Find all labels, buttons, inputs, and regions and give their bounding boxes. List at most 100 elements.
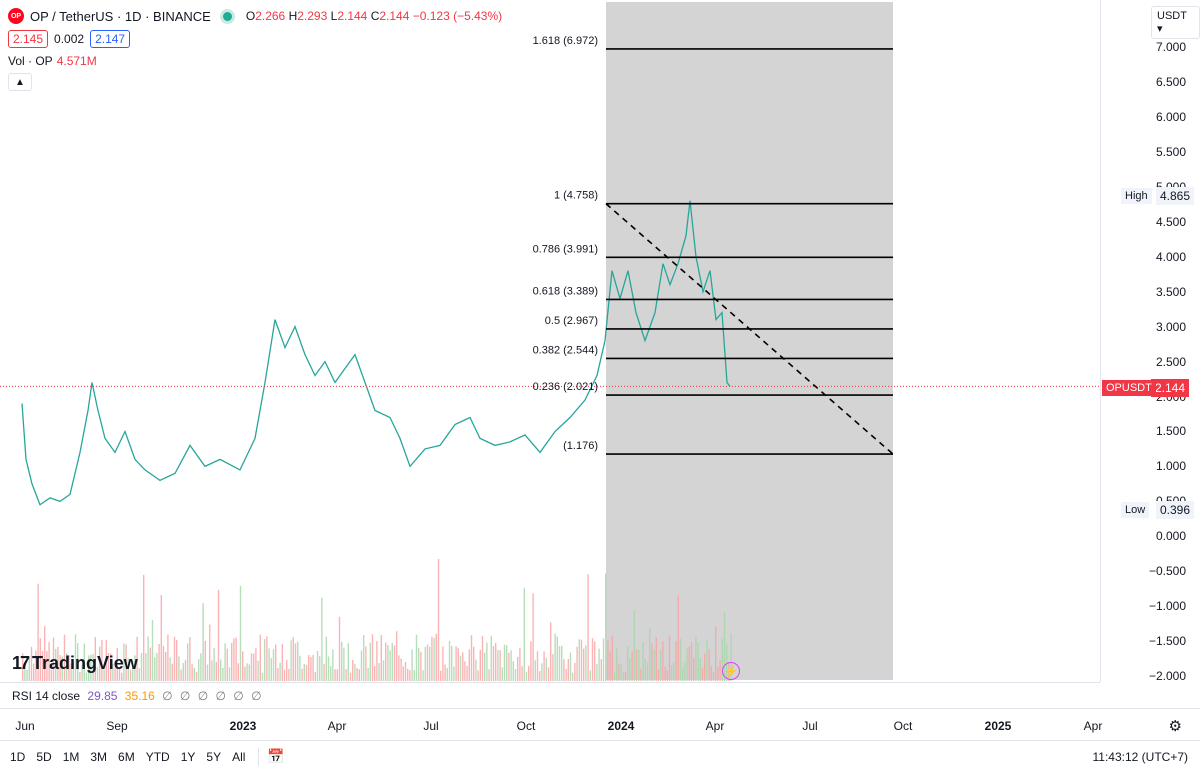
range-button-5y[interactable]: 5Y [206, 749, 222, 764]
volume-bar [668, 635, 671, 681]
volume-bar [22, 653, 24, 681]
range-button-1y[interactable]: 1Y [180, 749, 196, 764]
chart-pane[interactable]: 1.618 (6.972) 1 (4.758) 0.786 (3.991) 0.618… [0, 0, 1100, 682]
volume-bar [248, 664, 250, 681]
volume-bar [382, 660, 385, 681]
volume-bar [169, 657, 171, 681]
volume-bar [466, 665, 468, 681]
volume-bar [226, 648, 228, 681]
volume-bar [343, 647, 345, 681]
price-axis[interactable]: USDT ▾ 7.0006.5006.0005.5005.0004.5004.0… [1100, 0, 1200, 683]
range-button-5d[interactable]: 5D [36, 749, 52, 764]
volume-bar [41, 651, 44, 681]
price-tick-label: −0.500 [1148, 564, 1186, 579]
volume-bar [723, 611, 726, 681]
lightning-icon[interactable]: ⚡ [722, 662, 740, 680]
fib-level-label: 1.618 (6.972) [533, 35, 598, 47]
volume-bar [420, 651, 422, 681]
volume-bar [46, 651, 48, 681]
volume-bar [224, 643, 226, 681]
rsi-pane[interactable]: RSI 14 close 29.85 35.16 ∅ ∅ ∅ ∅ ∅ ∅ [0, 682, 1100, 708]
volume-bar [88, 655, 90, 681]
low-label: Low [1121, 502, 1150, 518]
buy-price-button[interactable]: 2.147 [90, 30, 131, 48]
volume-bar [583, 648, 585, 681]
volume-bar [24, 663, 26, 681]
volume-bar [547, 667, 550, 681]
volume-bar [532, 593, 534, 681]
volume-bar [717, 666, 719, 681]
volume-bar [367, 667, 369, 681]
volume-bar [68, 655, 70, 681]
symbol-title[interactable]: OP / TetherUS · 1D · BINANCE [30, 8, 211, 24]
range-button-all[interactable]: All [232, 749, 246, 764]
range-button-6m[interactable]: 6M [118, 749, 135, 764]
market-status-icon[interactable] [222, 11, 232, 21]
range-button-ytd[interactable]: YTD [145, 749, 170, 764]
time-tick-label: Apr [327, 719, 347, 733]
time-axis[interactable]: Jun Sep 2023 Apr Jul Oct 2024 Apr Jul Oct 2025 Apr … [0, 708, 1200, 740]
volume-bar [211, 660, 213, 681]
chevron-up-icon[interactable]: ▲ [8, 73, 32, 91]
volume-bar [429, 646, 431, 681]
volume-bar [514, 669, 517, 681]
volume-bar [83, 643, 85, 681]
volume-bar [272, 649, 275, 681]
volume-bar [334, 669, 336, 681]
price-tick-label: 6.000 [1155, 109, 1186, 124]
volume-bar [55, 648, 57, 681]
volume-bar [413, 669, 415, 681]
volume-bar [415, 634, 418, 681]
volume-bar [193, 667, 195, 681]
volume-bar [26, 669, 28, 681]
volume-bar [107, 653, 110, 681]
volume-bar [154, 657, 156, 681]
volume-bar [554, 633, 556, 681]
volume-bar [706, 639, 708, 681]
volume-bar [363, 635, 365, 681]
volume-bar [48, 642, 50, 681]
price-tick-label: 3.500 [1155, 284, 1186, 299]
fib-level-label: 0.236 (2.021) [533, 381, 598, 393]
time-tick-label: 2024 [607, 719, 635, 733]
sell-price-button[interactable]: 2.145 [8, 30, 49, 48]
volume-bar [495, 642, 497, 681]
tradingview-logo[interactable]: 17 TradingView [12, 653, 138, 673]
currency-select[interactable]: USDT ▾ [1151, 6, 1200, 39]
range-button-1d[interactable]: 1D [10, 749, 26, 764]
volume-bar [217, 589, 220, 681]
spread-value: 0.002 [54, 32, 85, 46]
volume-bar [556, 636, 558, 681]
volume-bar [503, 644, 506, 681]
volume-bar [270, 658, 272, 681]
volume-bar [519, 648, 521, 681]
volume-bar [59, 655, 61, 681]
range-button-1m[interactable]: 1M [62, 749, 80, 764]
volume-bar [33, 663, 35, 681]
clock[interactable]: 11:43:12 (UTC+7) [1092, 750, 1189, 764]
volume-bar [398, 655, 400, 681]
gear-icon[interactable]: ⚙ [1168, 718, 1182, 735]
volume-bar [257, 660, 259, 681]
volume-bar [180, 669, 182, 681]
volume-bar [444, 664, 446, 681]
volume-bar [50, 669, 52, 681]
volume-bar [404, 662, 407, 681]
price-chart[interactable]: 1.618 (6.972) 1 (4.758) 0.786 (3.991) 0.618… [0, 0, 1100, 682]
fib-zone [606, 2, 893, 680]
volume-bar [305, 664, 308, 681]
volume-bar [112, 663, 114, 681]
volume-bar [151, 620, 154, 681]
volume-bar [358, 669, 360, 681]
volume-bar [297, 641, 299, 681]
volume-bar [651, 643, 653, 681]
range-button-3m[interactable]: 3M [90, 749, 108, 764]
volume-bar [354, 663, 356, 681]
calendar-icon[interactable]: 📅 [267, 748, 285, 764]
fib-level-label: 0.786 (3.991) [533, 243, 598, 255]
price-tick-label: 2.500 [1155, 354, 1186, 369]
volume-bar [699, 658, 701, 681]
volume-bar [52, 637, 55, 681]
volume-bar [602, 638, 605, 681]
volume-bar [492, 645, 495, 681]
